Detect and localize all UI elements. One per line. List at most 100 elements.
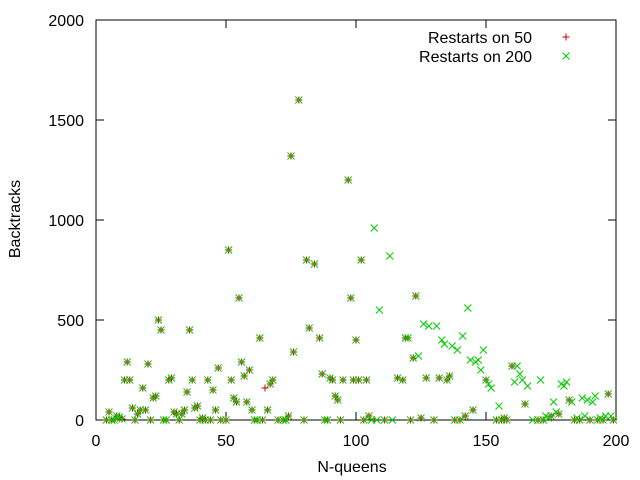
data-point-restarts-200 xyxy=(320,416,329,424)
data-point-restarts-200 xyxy=(539,416,548,424)
data-point-restarts-200 xyxy=(445,372,454,380)
data-point-restarts-200 xyxy=(588,398,597,406)
data-point-restarts-200 xyxy=(560,382,568,390)
data-point-restarts-200 xyxy=(125,376,134,384)
data-point-restarts-200 xyxy=(315,334,324,342)
x-tick-label: 0 xyxy=(92,433,101,450)
x-tick-label: 200 xyxy=(603,433,630,450)
data-point-restarts-200 xyxy=(515,370,524,378)
plot-frame xyxy=(95,19,617,421)
y-tick-label: 1000 xyxy=(48,213,84,230)
data-point-restarts-200 xyxy=(463,304,472,312)
data-point-restarts-200 xyxy=(339,376,347,384)
y-tick-label: 0 xyxy=(75,413,84,430)
data-point-restarts-200 xyxy=(554,410,563,418)
data-point-restarts-200 xyxy=(258,416,267,424)
data-point-restarts-200 xyxy=(417,414,425,422)
data-point-restarts-200 xyxy=(510,378,519,386)
data-point-restarts-200 xyxy=(448,342,457,350)
data-point-restarts-200 xyxy=(476,366,485,374)
data-point-restarts-200 xyxy=(599,416,607,424)
data-point-restarts-200 xyxy=(305,324,314,332)
data-point-restarts-200 xyxy=(110,416,119,424)
x-axis-label: N-queens xyxy=(317,459,386,476)
data-points xyxy=(102,96,618,424)
data-point-restarts-200 xyxy=(513,362,522,370)
data-point-restarts-200 xyxy=(242,398,251,406)
data-point-restarts-50 xyxy=(261,384,269,392)
data-point-restarts-200 xyxy=(404,334,412,342)
data-point-restarts-200 xyxy=(518,376,527,384)
data-point-restarts-200 xyxy=(380,416,389,424)
data-point-restarts-200 xyxy=(466,356,475,364)
data-point-restarts-200 xyxy=(289,348,298,356)
data-point-restarts-200 xyxy=(580,412,589,420)
data-point-restarts-200 xyxy=(359,416,368,424)
data-point-restarts-200 xyxy=(419,320,428,328)
data-point-restarts-200 xyxy=(523,382,532,390)
data-point-restarts-200 xyxy=(435,374,444,382)
data-point-restarts-200 xyxy=(263,406,272,414)
data-point-restarts-200 xyxy=(432,322,441,330)
data-point-restarts-200 xyxy=(469,406,477,414)
data-point-restarts-200 xyxy=(578,394,587,402)
data-point-restarts-200 xyxy=(266,380,275,388)
data-point-restarts-200 xyxy=(333,396,342,404)
data-point-restarts-200 xyxy=(440,340,449,348)
data-point-restarts-200 xyxy=(188,376,197,384)
data-point-restarts-200 xyxy=(294,96,303,104)
data-point-restarts-200 xyxy=(401,334,410,342)
data-point-restarts-200 xyxy=(388,416,397,424)
data-point-restarts-200 xyxy=(344,176,353,184)
data-point-restarts-200 xyxy=(424,322,433,330)
data-point-restarts-200 xyxy=(302,256,311,264)
data-point-restarts-200 xyxy=(180,406,189,414)
data-point-restarts-200 xyxy=(185,326,194,334)
data-point-restarts-200 xyxy=(484,380,493,388)
legend-marker-restarts-200 xyxy=(562,52,570,60)
data-point-restarts-200 xyxy=(138,384,147,392)
data-point-restarts-200 xyxy=(133,410,142,418)
data-point-restarts-200 xyxy=(346,294,355,302)
data-point-restarts-200 xyxy=(414,352,423,360)
data-point-restarts-200 xyxy=(482,376,490,384)
data-point-restarts-200 xyxy=(562,378,571,386)
data-point-restarts-200 xyxy=(250,416,259,424)
y-tick-label: 2000 xyxy=(48,13,84,30)
data-point-restarts-200 xyxy=(487,384,496,392)
data-point-restarts-200 xyxy=(393,374,402,382)
data-point-restarts-200 xyxy=(365,412,373,420)
data-point-restarts-200 xyxy=(235,294,243,302)
x-tick-label: 100 xyxy=(343,433,370,450)
data-point-restarts-200 xyxy=(154,316,163,324)
data-point-restarts-200 xyxy=(183,388,191,396)
data-point-restarts-200 xyxy=(461,412,470,420)
data-point-restarts-200 xyxy=(237,358,246,366)
data-point-restarts-200 xyxy=(310,260,319,268)
data-point-restarts-200 xyxy=(112,412,121,420)
data-point-restarts-200 xyxy=(209,386,217,394)
data-point-restarts-200 xyxy=(177,410,186,418)
data-point-restarts-200 xyxy=(430,416,438,424)
data-point-restarts-200 xyxy=(131,416,139,424)
legend-label-restarts-200: Restarts on 200 xyxy=(419,49,532,66)
data-point-restarts-200 xyxy=(479,346,488,354)
legend-label-restarts-50: Restarts on 50 xyxy=(428,30,532,47)
data-point-restarts-200 xyxy=(323,416,332,424)
data-point-restarts-200 xyxy=(352,336,360,344)
data-point-restarts-200 xyxy=(167,374,176,382)
data-point-restarts-200 xyxy=(222,416,230,424)
data-point-restarts-200 xyxy=(458,332,467,340)
legend: Restarts on 50 Restarts on 200 xyxy=(419,30,570,66)
data-point-restarts-200 xyxy=(422,374,431,382)
data-point-restarts-200 xyxy=(357,256,366,264)
data-point-restarts-200 xyxy=(549,398,558,406)
data-point-restarts-200 xyxy=(118,415,126,423)
data-point-restarts-200 xyxy=(146,416,155,424)
x-tick-label: 150 xyxy=(473,433,500,450)
data-point-restarts-200 xyxy=(107,416,116,424)
data-point-restarts-200 xyxy=(144,360,152,368)
data-point-restarts-200 xyxy=(586,416,594,424)
data-point-restarts-200 xyxy=(240,372,249,380)
data-point-restarts-200 xyxy=(203,376,212,384)
